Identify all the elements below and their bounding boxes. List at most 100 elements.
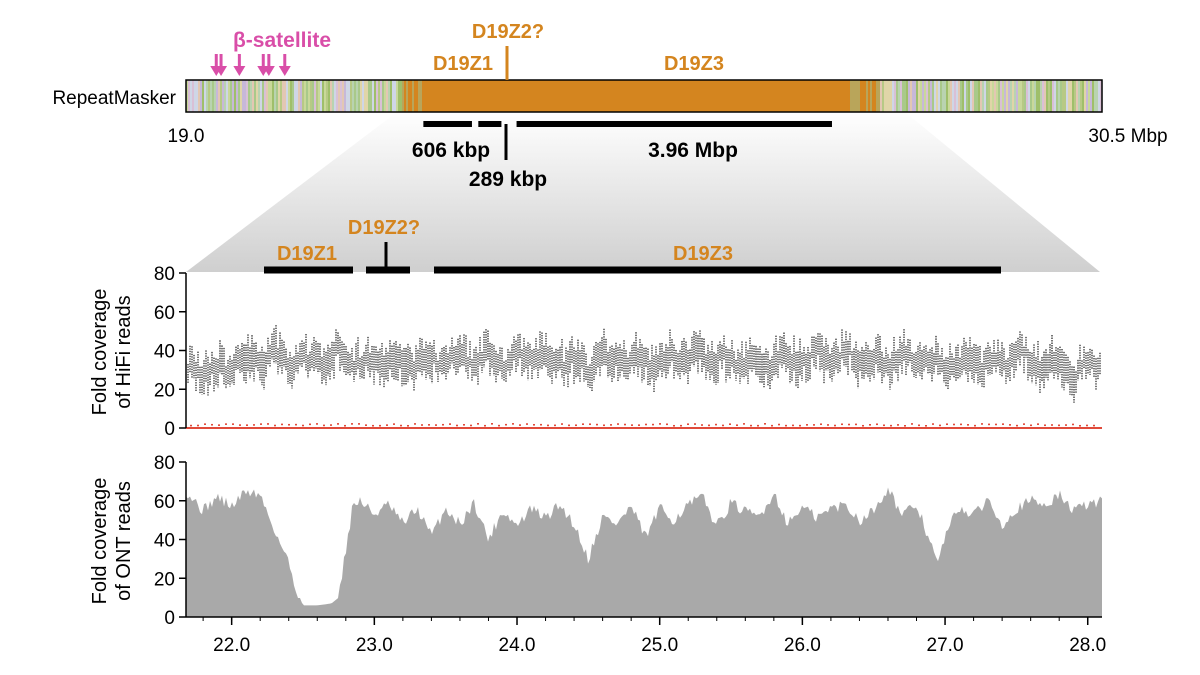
- repeat-stripe: [568, 80, 571, 112]
- repeat-stripe: [1006, 80, 1009, 112]
- hifi-low-point: [316, 423, 318, 425]
- repeat-stripe: [1098, 80, 1101, 112]
- repeat-stripe: [192, 80, 195, 112]
- ont-x-tick-label: 23.0: [356, 635, 393, 656]
- hifi-low-point: [813, 424, 815, 426]
- hifi-low-point: [526, 423, 528, 425]
- repeat-stripe: [498, 80, 501, 112]
- hifi-low-point: [1009, 424, 1011, 426]
- repeat-stripe: [870, 80, 873, 112]
- repeat-stripe: [186, 80, 189, 112]
- repeat-stripe: [432, 80, 435, 112]
- repeat-stripe: [882, 80, 885, 112]
- hifi-low-point: [722, 424, 724, 427]
- repeat-stripe: [662, 80, 665, 112]
- repeat-stripe: [398, 80, 401, 112]
- repeat-stripe: [354, 80, 357, 112]
- repeat-stripe: [922, 80, 925, 112]
- repeat-stripe: [580, 80, 583, 112]
- repeat-stripe: [880, 80, 883, 112]
- repeat-stripe: [710, 80, 713, 112]
- hifi-low-point: [750, 424, 752, 427]
- repeat-stripe: [652, 80, 655, 112]
- repeat-stripe: [516, 80, 519, 112]
- repeat-stripe: [610, 80, 613, 112]
- repeat-stripe: [622, 80, 625, 112]
- hifi-low-point: [596, 423, 598, 426]
- hifi-low-point: [372, 424, 374, 427]
- repeat-stripe: [854, 80, 857, 112]
- repeat-stripe: [716, 80, 719, 112]
- repeat-stripe: [202, 80, 205, 112]
- repeat-stripe: [1066, 80, 1069, 112]
- repeat-stripe: [820, 80, 823, 112]
- repeat-stripe: [562, 80, 565, 112]
- repeat-stripe: [442, 80, 445, 112]
- repeat-stripe: [864, 80, 867, 112]
- repeat-stripe: [906, 80, 909, 112]
- repeat-stripe: [898, 80, 901, 112]
- repeat-stripe: [950, 80, 953, 112]
- hifi-low-point: [309, 423, 311, 426]
- hifi-low-point: [330, 424, 332, 426]
- repeat-stripe: [1026, 80, 1029, 112]
- ont-y-axis-title: Fold coverage of ONT reads: [89, 478, 135, 605]
- repeat-stripe: [788, 80, 791, 112]
- ont-coverage-area: [186, 487, 1102, 617]
- repeat-stripe: [646, 80, 649, 112]
- repeat-stripe: [258, 80, 261, 112]
- repeat-stripe: [388, 80, 391, 112]
- repeat-stripe: [244, 80, 247, 112]
- ont-y-tick-label: 20: [154, 569, 175, 590]
- repeat-stripe: [480, 80, 483, 112]
- repeat-stripe: [1094, 80, 1097, 112]
- repeat-stripe: [794, 80, 797, 112]
- repeat-stripe: [612, 80, 615, 112]
- repeat-stripe: [964, 80, 967, 112]
- repeat-stripe: [410, 80, 413, 112]
- repeat-stripe: [952, 80, 955, 112]
- repeat-stripe: [570, 80, 573, 112]
- repeat-stripe: [224, 80, 227, 112]
- repeat-stripe: [232, 80, 235, 112]
- hifi-low-point: [519, 424, 521, 426]
- repeat-stripe: [1082, 80, 1085, 112]
- repeat-stripe: [390, 80, 393, 112]
- repeat-stripe: [206, 80, 209, 112]
- repeat-stripe: [936, 80, 939, 112]
- repeat-stripe: [552, 80, 555, 112]
- repeat-stripe: [228, 80, 231, 112]
- repeat-stripe: [468, 80, 471, 112]
- hifi-low-point: [323, 424, 325, 427]
- repeat-stripe: [290, 80, 293, 112]
- repeat-stripe: [572, 80, 575, 112]
- hifi-low-point: [624, 423, 626, 426]
- repeat-stripe: [738, 80, 741, 112]
- repeat-stripe: [592, 80, 595, 112]
- hifi-y-axis-title: Fold coverage of HiFi reads: [89, 289, 135, 416]
- repeat-stripe: [1028, 80, 1031, 112]
- repeat-stripe: [1016, 80, 1019, 112]
- repeat-stripe: [700, 80, 703, 112]
- repeat-stripe: [550, 80, 553, 112]
- hifi-low-point: [1044, 424, 1046, 427]
- repeat-stripe: [752, 80, 755, 112]
- repeat-stripe: [972, 80, 975, 112]
- repeat-stripe: [834, 80, 837, 112]
- repeat-stripe: [1042, 80, 1045, 112]
- repeat-stripe: [664, 80, 667, 112]
- repeat-stripe: [208, 80, 211, 112]
- repeat-stripe: [812, 80, 815, 112]
- repeat-stripe: [620, 80, 623, 112]
- repeat-stripe: [1002, 80, 1005, 112]
- repeat-stripe: [518, 80, 521, 112]
- repeat-stripe: [850, 80, 853, 112]
- repeat-stripe: [312, 80, 315, 112]
- repeat-stripe: [476, 80, 479, 112]
- hifi-coverage-points: [186, 325, 1102, 429]
- array-label-d19z3: D19Z3: [664, 53, 724, 75]
- hifi-low-point: [190, 424, 192, 427]
- repeat-stripe: [270, 80, 273, 112]
- repeat-stripe: [656, 80, 659, 112]
- hifi-low-point: [848, 423, 850, 426]
